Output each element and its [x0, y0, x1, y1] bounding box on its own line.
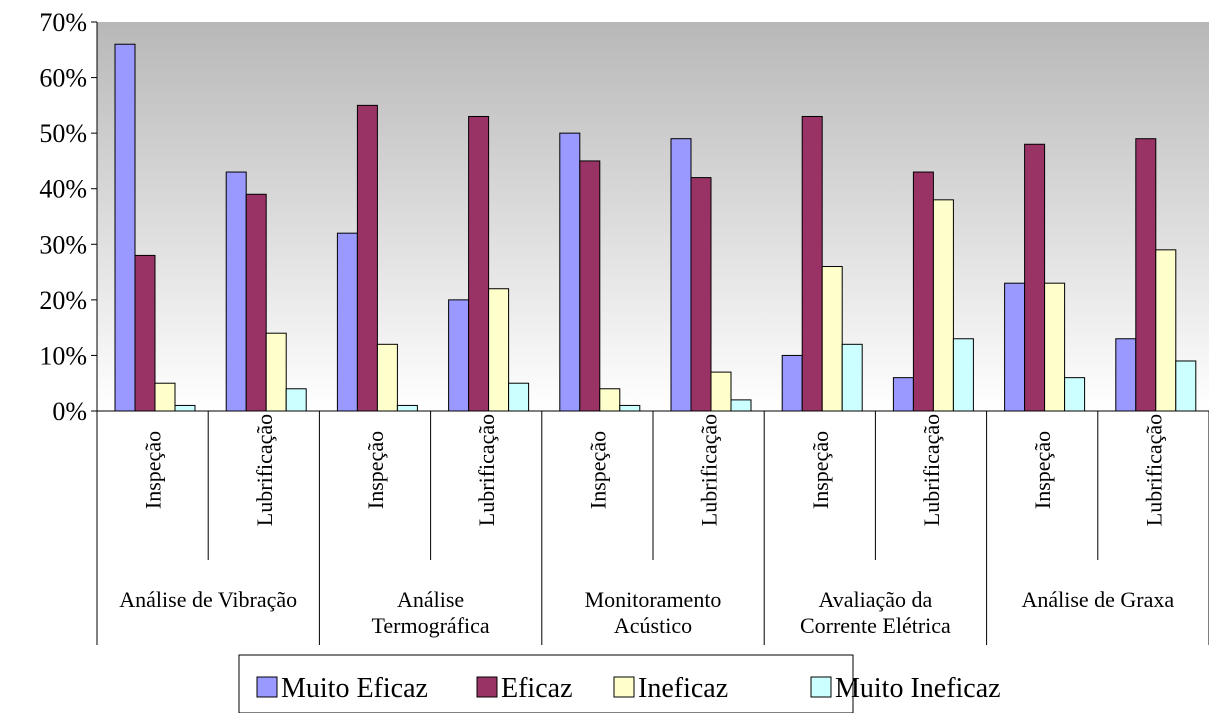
bar-eficaz-3: [468, 115, 490, 412]
bar-eficaz-4: [579, 160, 601, 412]
y-tick-label: 50%: [39, 119, 87, 148]
subcategory-label: Inspeção: [1030, 431, 1055, 509]
bar-muito-ineficaz-4: [619, 404, 641, 412]
bar-muito-eficaz-7: [892, 377, 914, 412]
legend-label: Muito Eficaz: [281, 673, 428, 704]
legend-label: Eficaz: [501, 673, 573, 704]
bar-muito-ineficaz-8: [1064, 377, 1086, 412]
legend-box: [238, 654, 854, 713]
bar-eficaz-2: [356, 104, 378, 412]
bar-ineficaz-2: [376, 343, 398, 412]
bar-muito-ineficaz-9: [1175, 360, 1197, 412]
group-label: Monitoramento: [585, 587, 722, 612]
bar-muito-eficaz-9: [1115, 338, 1137, 412]
bar-eficaz-8: [1024, 143, 1046, 412]
group-label: Avaliação da: [818, 587, 932, 612]
subcategory-label: Inspeção: [363, 431, 388, 509]
subcategory-label: Inspeção: [585, 431, 610, 509]
y-tick-labels: 0% 10% 20% 30% 40% 50% 60% 70%: [39, 8, 87, 426]
group-label: Análise: [397, 587, 464, 612]
bar-ineficaz-3: [488, 288, 510, 412]
group-label: Termográfica: [372, 613, 490, 638]
subcategory-label: Lubrificação: [252, 414, 277, 526]
y-tick-label: 30%: [39, 230, 87, 259]
bar-muito-ineficaz-5: [730, 399, 752, 412]
y-tick-label: 70%: [39, 8, 87, 37]
y-tick-label: 40%: [39, 175, 87, 204]
bar-muito-eficaz-1: [225, 171, 247, 412]
bar-ineficaz-0: [154, 382, 176, 412]
group-label: Corrente Elétrica: [800, 613, 951, 638]
axes-layer: [91, 21, 1209, 645]
bar-eficaz-0: [134, 254, 156, 412]
legend-label: Muito Ineficaz: [835, 673, 1001, 704]
group-label: Acústico: [614, 613, 692, 638]
subcategory-label: Lubrificação: [474, 414, 499, 526]
bar-ineficaz-5: [710, 371, 732, 412]
subcategory-label: Lubrificação: [919, 414, 944, 526]
group-label: Análise de Graxa: [1021, 587, 1174, 612]
bar-eficaz-5: [690, 177, 712, 412]
bar-ineficaz-1: [265, 332, 287, 412]
bar-muito-ineficaz-2: [396, 404, 418, 412]
legend-swatch: [613, 676, 635, 698]
bar-muito-eficaz-2: [336, 232, 358, 412]
bar-muito-eficaz-0: [114, 43, 136, 412]
bar-eficaz-7: [912, 171, 934, 412]
subcategory-label: Inspeção: [808, 431, 833, 509]
x-category-labels: Inspeção Lubrificação Análise de Vibração I…: [119, 414, 1174, 638]
bar-eficaz-9: [1135, 138, 1157, 412]
bar-ineficaz-6: [821, 266, 843, 412]
y-tick-label: 20%: [39, 286, 87, 315]
bar-ineficaz-8: [1044, 282, 1066, 412]
bars-layer: [114, 43, 1197, 412]
bar-eficaz-6: [801, 115, 823, 412]
legend: Muito Eficaz Eficaz Ineficaz Muito Ineficaz: [238, 654, 1001, 713]
bar-muito-eficaz-8: [1004, 282, 1026, 412]
subcategory-label: Inspeção: [141, 431, 166, 509]
y-tick-label: 10%: [39, 341, 87, 370]
legend-label: Ineficaz: [638, 673, 728, 704]
bar-muito-eficaz-4: [559, 132, 581, 412]
bar-muito-ineficaz-3: [508, 382, 530, 412]
group-label: Análise de Vibração: [119, 587, 297, 612]
legend-swatch: [476, 676, 498, 698]
y-tick-label: 0%: [52, 397, 87, 426]
bar-muito-eficaz-6: [781, 354, 803, 412]
bar-ineficaz-7: [932, 199, 954, 412]
bar-ineficaz-9: [1155, 249, 1177, 412]
bar-muito-ineficaz-6: [841, 343, 863, 412]
bar-muito-eficaz-5: [670, 138, 692, 412]
bar-muito-eficaz-3: [448, 299, 470, 412]
bar-muito-ineficaz-0: [174, 404, 196, 412]
subcategory-label: Lubrificação: [1141, 414, 1166, 526]
legend-swatch: [256, 676, 278, 698]
y-tick-label: 60%: [39, 64, 87, 93]
legend-swatch: [810, 676, 832, 698]
bar-muito-ineficaz-7: [952, 338, 974, 412]
bar-ineficaz-4: [599, 388, 621, 412]
bar-eficaz-1: [245, 193, 267, 412]
subcategory-label: Lubrificação: [697, 414, 722, 526]
bar-muito-ineficaz-1: [285, 388, 307, 412]
